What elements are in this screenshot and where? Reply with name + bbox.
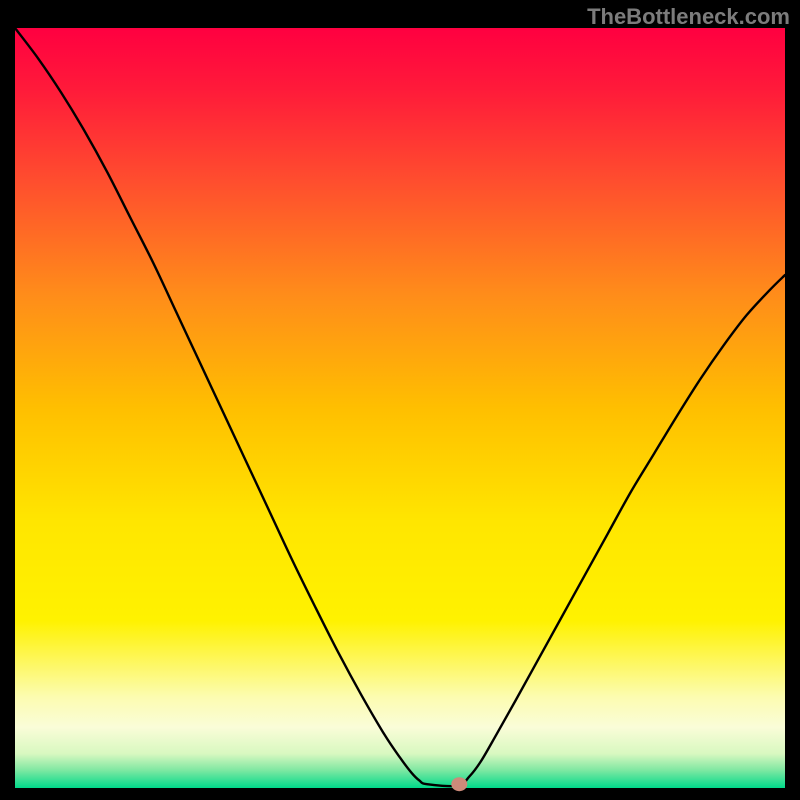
watermark-text: TheBottleneck.com (587, 4, 790, 30)
plot-background (15, 28, 785, 788)
bottleneck-chart (0, 0, 800, 800)
optimal-point-marker (451, 777, 467, 791)
